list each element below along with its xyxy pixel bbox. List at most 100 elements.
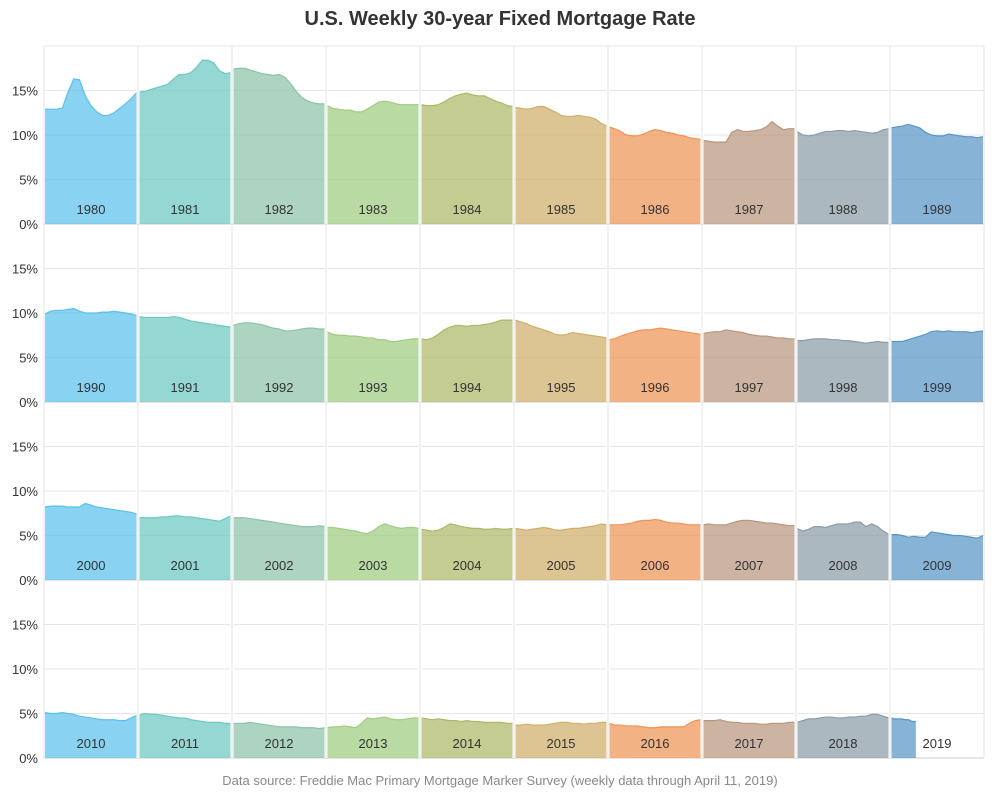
y-tick-label: 15% — [12, 618, 38, 633]
area-1990 — [45, 308, 137, 402]
area-1985 — [515, 106, 607, 224]
line-2009 — [891, 531, 984, 539]
area-2009 — [891, 531, 983, 580]
line-2010 — [44, 712, 138, 722]
line-1989 — [890, 123, 984, 139]
chart-title: U.S. Weekly 30-year Fixed Mortgage Rate — [304, 8, 696, 30]
year-label-2013: 2013 — [359, 736, 388, 751]
year-label-2004: 2004 — [453, 558, 482, 573]
year-label-2011: 2011 — [171, 736, 199, 751]
year-label-1988: 1988 — [829, 202, 858, 217]
year-label-1989: 1989 — [923, 202, 952, 217]
area-1982 — [233, 68, 325, 224]
year-label-2015: 2015 — [547, 736, 576, 751]
line-1997 — [702, 329, 795, 340]
area-2014 — [421, 717, 513, 758]
year-label-1994: 1994 — [453, 380, 482, 395]
line-2000 — [44, 502, 138, 515]
year-label-2019: 2019 — [923, 736, 952, 751]
y-tick-label: 15% — [12, 262, 38, 277]
area-1989 — [891, 124, 983, 224]
area-1987 — [703, 121, 795, 224]
line-2003 — [327, 523, 420, 535]
y-tick-label: 0% — [19, 751, 38, 766]
year-label-1996: 1996 — [641, 380, 670, 395]
year-label-1980: 1980 — [77, 202, 106, 217]
area-1996 — [609, 328, 701, 402]
year-label-2007: 2007 — [735, 558, 764, 573]
area-1997 — [703, 329, 795, 402]
area-1993 — [327, 331, 419, 402]
year-label-2006: 2006 — [641, 558, 670, 573]
y-tick-label: 10% — [12, 306, 38, 321]
line-1984 — [420, 92, 514, 108]
year-label-1985: 1985 — [547, 202, 576, 217]
y-tick-label: 15% — [12, 440, 38, 455]
line-2018 — [796, 713, 890, 723]
area-1986 — [609, 126, 701, 224]
area-2018 — [797, 714, 889, 758]
area-1988 — [797, 128, 889, 224]
year-label-1981: 1981 — [171, 202, 200, 217]
y-tick-label: 10% — [12, 484, 38, 499]
year-label-2000: 2000 — [77, 558, 106, 573]
area-2015 — [515, 722, 607, 758]
area-2010 — [45, 712, 137, 758]
line-1991 — [138, 315, 232, 328]
line-2004 — [420, 523, 514, 532]
area-2012 — [233, 722, 325, 758]
year-label-1982: 1982 — [265, 202, 294, 217]
year-label-2018: 2018 — [829, 736, 858, 751]
year-label-1991: 1991 — [171, 380, 200, 395]
line-2002 — [233, 517, 326, 528]
y-tick-label: 5% — [19, 351, 38, 366]
year-label-2016: 2016 — [641, 736, 670, 751]
area-2004 — [421, 523, 513, 580]
area-1998 — [797, 338, 889, 402]
line-1996 — [608, 327, 702, 341]
year-label-1984: 1984 — [453, 202, 482, 217]
line-2011 — [138, 712, 231, 724]
line-1982 — [232, 67, 325, 105]
y-tick-label: 0% — [19, 395, 38, 410]
year-label-1995: 1995 — [547, 380, 576, 395]
y-tick-label: 0% — [19, 217, 38, 232]
year-label-2003: 2003 — [359, 558, 388, 573]
area-2005 — [515, 523, 607, 580]
area-1983 — [327, 101, 419, 224]
y-tick-label: 5% — [19, 529, 38, 544]
year-label-2014: 2014 — [453, 736, 482, 751]
line-2012 — [233, 721, 326, 730]
line-1987 — [702, 120, 795, 143]
year-label-1992: 1992 — [265, 380, 294, 395]
area-2003 — [327, 523, 419, 580]
year-label-1999: 1999 — [923, 380, 952, 395]
area-2008 — [797, 522, 889, 580]
year-label-1993: 1993 — [359, 380, 388, 395]
area-2017 — [703, 719, 795, 758]
year-label-2017: 2017 — [735, 736, 764, 751]
area-2016 — [609, 719, 701, 758]
area-2006 — [609, 519, 701, 580]
y-tick-label: 0% — [19, 573, 38, 588]
year-label-1983: 1983 — [359, 202, 388, 217]
year-label-1990: 1990 — [77, 380, 106, 395]
y-tick-label: 10% — [12, 128, 38, 143]
y-tick-label: 5% — [19, 173, 38, 188]
line-1988 — [796, 128, 890, 137]
year-label-2001: 2001 — [171, 558, 200, 573]
line-2016 — [608, 719, 702, 729]
line-2006 — [609, 518, 701, 526]
year-label-2005: 2005 — [547, 558, 576, 573]
area-1992 — [233, 322, 325, 402]
line-1985 — [514, 105, 608, 127]
year-label-2008: 2008 — [829, 558, 858, 573]
line-2005 — [514, 523, 608, 531]
year-label-2012: 2012 — [265, 736, 294, 751]
line-1992 — [232, 322, 325, 332]
y-tick-label: 10% — [12, 662, 38, 677]
area-1984 — [421, 93, 513, 224]
line-1990 — [44, 307, 138, 317]
area-2007 — [703, 520, 795, 580]
year-label-2009: 2009 — [923, 558, 952, 573]
